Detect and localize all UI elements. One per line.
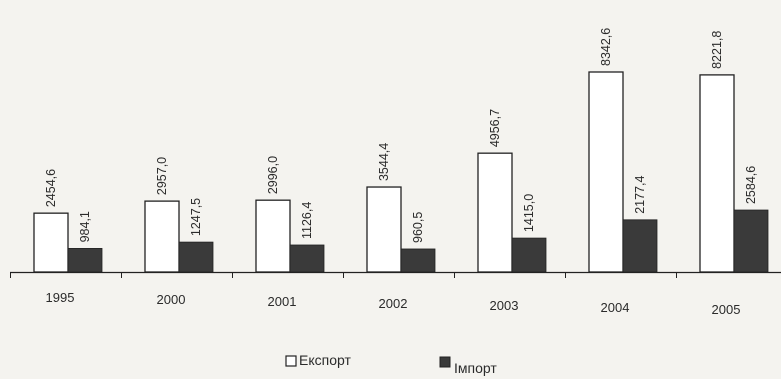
legend-swatch-import (439, 356, 451, 368)
data-labels-layer: 2454,6 984,1 2957,0 1247,5 2996,0 1126,4 3544,… (44, 28, 758, 243)
data-label-import-2003: 1415,0 (522, 194, 536, 232)
legend-label-import: Імпорт (454, 360, 497, 376)
data-label-import-2005: 2584,6 (744, 166, 758, 204)
data-label-export-2000: 2957,0 (155, 157, 169, 195)
data-label-export-2001: 2996,0 (266, 156, 280, 194)
data-label-export-2003: 4956,7 (488, 109, 502, 147)
data-label-export-2004: 8342,6 (599, 28, 613, 66)
bar-import-1995 (67, 248, 103, 273)
bar-import-2003 (511, 237, 547, 273)
bar-export-2002 (366, 186, 402, 273)
legend: Експорт Імпорт (285, 352, 497, 376)
data-label-import-2004: 2177,4 (633, 176, 647, 214)
data-label-export-2002: 3544,4 (377, 143, 391, 181)
bar-export-2000 (144, 200, 180, 273)
data-label-import-2001: 1126,4 (300, 202, 314, 239)
x-tick-label-2001: 2001 (268, 294, 297, 309)
data-label-import-2002: 960,5 (411, 212, 425, 243)
bar-import-2005 (733, 209, 769, 273)
tick-labels-layer: 1995 2000 2001 2002 2003 2004 2005 (46, 290, 741, 317)
bar-import-2004 (622, 219, 658, 273)
x-tick-label-2002: 2002 (379, 296, 408, 311)
x-tick-label-2004: 2004 (601, 300, 630, 315)
bars-layer (33, 71, 769, 273)
bar-export-2001 (255, 199, 291, 273)
bar-export-2005 (699, 74, 735, 273)
bar-import-2002 (400, 248, 436, 273)
x-tick-label-2005: 2005 (712, 302, 741, 317)
legend-label-export: Експорт (299, 352, 351, 368)
legend-swatch-export (285, 355, 297, 367)
x-tick-label-2003: 2003 (490, 298, 519, 313)
x-tick-label-2000: 2000 (157, 292, 186, 307)
bar-import-2000 (178, 241, 214, 273)
bar-export-2003 (477, 152, 513, 273)
x-tick-label-1995: 1995 (46, 290, 75, 305)
data-label-import-2000: 1247,5 (189, 198, 203, 236)
data-label-import-1995: 984,1 (78, 211, 92, 242)
data-label-export-2005: 8221,8 (710, 31, 724, 69)
data-label-export-1995: 2454,6 (44, 169, 58, 207)
bar-import-2001 (289, 244, 325, 273)
bar-export-2004 (588, 71, 624, 273)
axis-layer (10, 271, 781, 278)
bar-export-1995 (33, 212, 69, 273)
